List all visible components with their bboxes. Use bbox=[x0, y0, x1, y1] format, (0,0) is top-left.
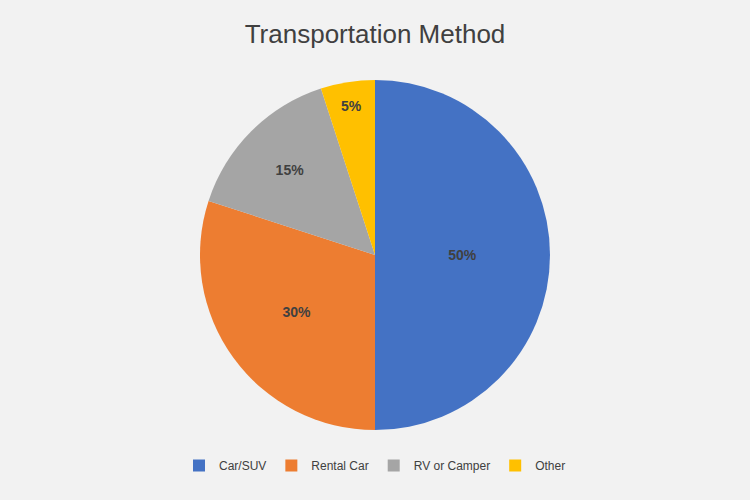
svg-text:Rental Car: Rental Car bbox=[311, 459, 368, 473]
svg-text:Transportation Method: Transportation Method bbox=[245, 19, 506, 49]
svg-text:30%: 30% bbox=[282, 304, 311, 320]
svg-text:5%: 5% bbox=[341, 98, 362, 114]
svg-text:Other: Other bbox=[535, 459, 565, 473]
svg-text:RV or Camper: RV or Camper bbox=[414, 459, 490, 473]
svg-text:50%: 50% bbox=[448, 247, 477, 263]
svg-text:Car/SUV: Car/SUV bbox=[219, 459, 266, 473]
svg-text:15%: 15% bbox=[276, 162, 305, 178]
